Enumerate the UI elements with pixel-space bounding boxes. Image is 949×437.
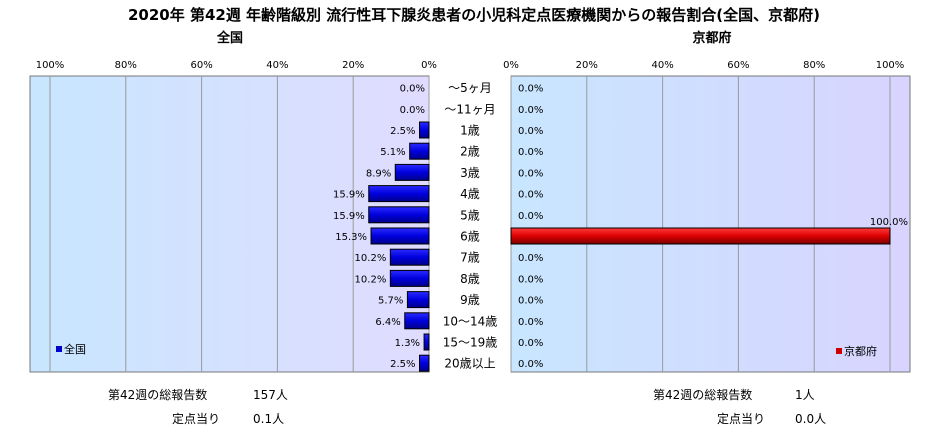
bar-national: [404, 312, 430, 330]
right-plot-area: [510, 75, 911, 373]
data-label-national: 0.0%: [400, 105, 425, 116]
x-tick-label: 60%: [727, 60, 749, 71]
bar-national: [423, 333, 430, 351]
data-label-kyoto: 0.0%: [518, 84, 543, 95]
x-tick-label: 100%: [36, 60, 65, 71]
x-tick-label: 100%: [876, 60, 905, 71]
legend-kyoto: 京都府: [844, 344, 877, 358]
data-label-national: 10.2%: [355, 253, 387, 264]
category-label: 20歳以上: [444, 357, 495, 371]
kyoto-per-site-label: 定点当り: [717, 411, 765, 426]
bar-national: [370, 227, 430, 245]
bar-national: [389, 248, 430, 266]
bar-national: [389, 269, 430, 287]
national-per-site-value: 0.1人: [253, 412, 284, 426]
category-label: 8歳: [460, 272, 480, 286]
category-label: 2歳: [460, 145, 480, 159]
kyoto-total-value: 1人: [795, 388, 815, 402]
data-label-kyoto: 0.0%: [518, 190, 543, 201]
bar-national: [394, 163, 430, 181]
category-label: 5歳: [460, 208, 480, 222]
data-label-kyoto: 0.0%: [518, 126, 543, 137]
x-tick-label: 80%: [115, 60, 137, 71]
data-label-national: 1.3%: [395, 338, 420, 349]
data-label-kyoto: 0.0%: [518, 211, 543, 222]
left-plot-area: [29, 75, 430, 373]
category-label: ～5ヶ月: [448, 81, 492, 95]
x-tick-label: 80%: [803, 60, 825, 71]
kyoto-total-label: 第42週の総報告数: [653, 387, 752, 402]
data-label-national: 15.3%: [335, 232, 367, 243]
data-label-national: 8.9%: [366, 168, 391, 179]
category-label: 15～19歳: [443, 336, 498, 350]
data-label-national: 5.1%: [380, 147, 405, 158]
data-label-national: 5.7%: [378, 296, 403, 307]
right-panel-title: 京都府: [692, 30, 731, 46]
data-label-kyoto: 0.0%: [518, 274, 543, 285]
kyoto-per-site-value: 0.0人: [795, 412, 826, 426]
x-tick-label: 20%: [342, 60, 364, 71]
data-label-kyoto: 0.0%: [518, 253, 543, 264]
data-label-national: 0.0%: [400, 84, 425, 95]
category-label: 6歳: [460, 230, 480, 244]
data-label-national: 10.2%: [355, 274, 387, 285]
data-label-kyoto: 0.0%: [518, 338, 543, 349]
axis-ticks: 100% 80% 60% 40% 20% 0% 0% 20% 40% 60% 80% 100%: [36, 60, 905, 71]
data-label-national: 15.9%: [333, 211, 365, 222]
category-label: ～11ヶ月: [444, 102, 495, 116]
data-label-kyoto: 100.0%: [870, 217, 908, 228]
national-total-label: 第42週の総報告数: [108, 387, 207, 402]
bar-national: [368, 206, 430, 224]
x-tick-label: 0%: [421, 60, 437, 71]
x-tick-label: 0%: [503, 60, 519, 71]
data-label-national: 15.9%: [333, 190, 365, 201]
x-tick-label: 60%: [190, 60, 212, 71]
data-label-national: 2.5%: [390, 126, 415, 137]
legend-national: 全国: [64, 342, 86, 356]
x-tick-label: 40%: [266, 60, 288, 71]
category-label: 1歳: [460, 124, 480, 138]
x-tick-label: 20%: [576, 60, 598, 71]
data-label-kyoto: 0.0%: [518, 147, 543, 158]
legend-swatch-national: [56, 346, 62, 352]
category-labels: ～5ヶ月 ～11ヶ月 1歳 2歳 3歳 4歳 5歳 6歳 7歳 8歳 9歳 10～14歳 15～19歳 2…: [443, 81, 498, 371]
data-labels: 0.0%0.0%2.5%5.1%8.9%15.9%15.9%15.3%10.2%…: [333, 84, 908, 371]
bar-national: [419, 354, 430, 372]
national-total-value: 157人: [253, 388, 288, 402]
chart-title: 2020年 第42週 年齢階級別 流行性耳下腺炎患者の小児科定点医療機関からの報…: [128, 6, 820, 24]
data-label-national: 2.5%: [390, 359, 415, 370]
category-label: 10～14歳: [443, 314, 498, 328]
bar-kyoto: [510, 227, 891, 245]
data-label-kyoto: 0.0%: [518, 359, 543, 370]
data-label-kyoto: 0.0%: [518, 317, 543, 328]
data-label-kyoto: 0.0%: [518, 105, 543, 116]
bar-national: [368, 185, 430, 203]
left-panel-title: 全国: [216, 30, 243, 46]
data-label-kyoto: 0.0%: [518, 296, 543, 307]
category-label: 9歳: [460, 293, 480, 307]
category-label: 4歳: [460, 187, 480, 201]
bar-national: [409, 142, 430, 160]
bar-national: [419, 121, 430, 139]
data-label-kyoto: 0.0%: [518, 168, 543, 179]
bar-national: [406, 291, 430, 309]
category-label: 3歳: [460, 166, 480, 180]
national-per-site-label: 定点当り: [172, 411, 220, 426]
bars: [368, 121, 891, 372]
x-tick-label: 40%: [651, 60, 673, 71]
legend-swatch-kyoto: [836, 348, 842, 354]
data-label-national: 6.4%: [375, 317, 400, 328]
category-label: 7歳: [460, 251, 480, 265]
